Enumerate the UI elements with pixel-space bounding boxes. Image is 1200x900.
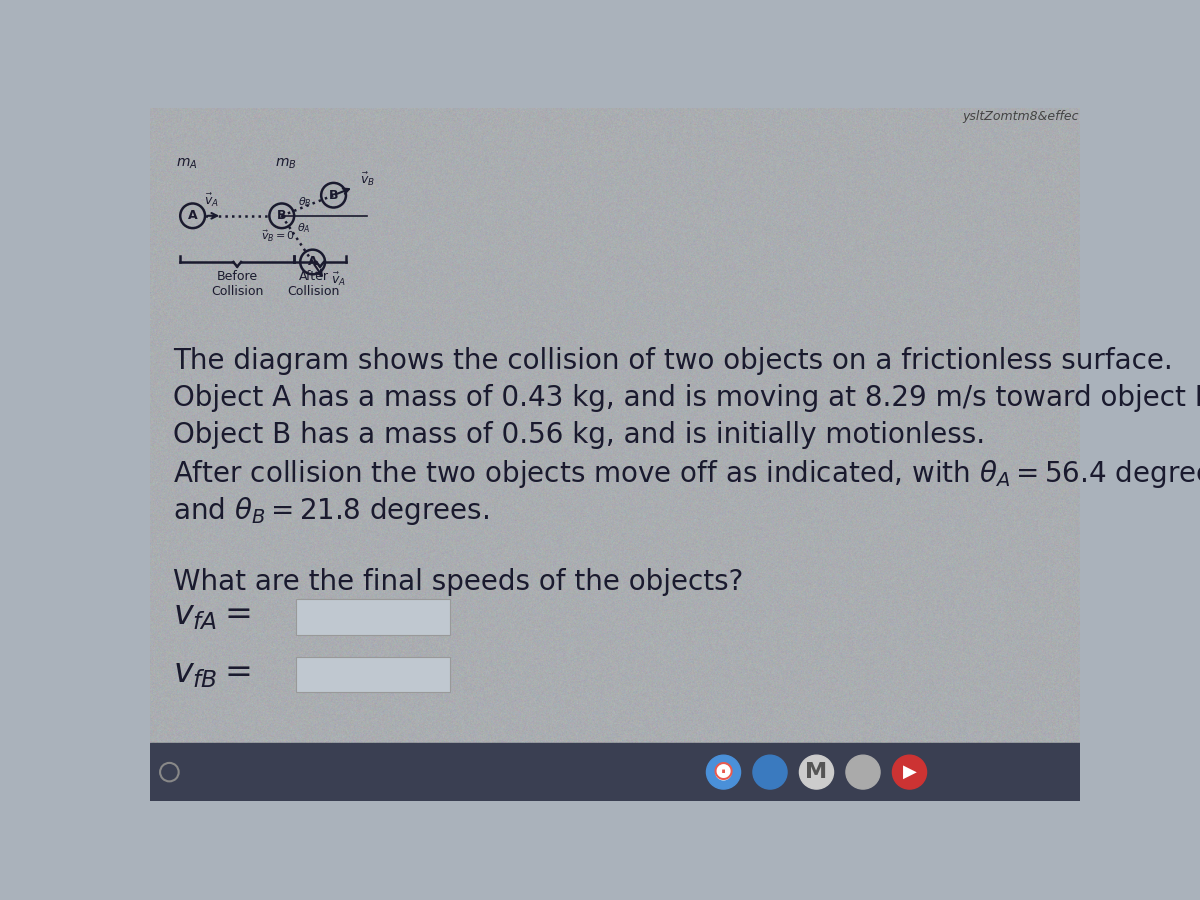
Circle shape xyxy=(715,764,731,779)
Text: $\vec{v}_A$: $\vec{v}_A$ xyxy=(204,192,218,209)
Text: $\vec{v}_A$: $\vec{v}_A$ xyxy=(331,271,346,288)
Text: B: B xyxy=(329,189,338,202)
Text: Before
Collision: Before Collision xyxy=(211,270,263,298)
Text: $m_A$: $m_A$ xyxy=(175,157,197,171)
FancyBboxPatch shape xyxy=(295,599,450,634)
Text: $m_B$: $m_B$ xyxy=(275,157,296,171)
Text: $\vec{v}_B$: $\vec{v}_B$ xyxy=(360,171,374,188)
Text: M: M xyxy=(805,762,828,782)
Circle shape xyxy=(799,755,834,789)
Text: ⊙: ⊙ xyxy=(712,758,736,786)
FancyBboxPatch shape xyxy=(295,657,450,692)
Text: B: B xyxy=(277,210,287,222)
Text: $\theta_A$: $\theta_A$ xyxy=(296,221,311,235)
Text: ysltZomtm8&effec: ysltZomtm8&effec xyxy=(962,111,1079,123)
Bar xyxy=(150,743,1080,801)
Text: $v_{fB} =$: $v_{fB} =$ xyxy=(173,657,251,689)
Circle shape xyxy=(752,755,787,789)
Text: ▶: ▶ xyxy=(902,763,917,781)
Text: A: A xyxy=(308,256,318,268)
Text: The diagram shows the collision of two objects on a frictionless surface.: The diagram shows the collision of two o… xyxy=(173,346,1174,374)
Text: After collision the two objects move off as indicated, with $\theta_A = 56.4$ de: After collision the two objects move off… xyxy=(173,457,1200,490)
Text: A: A xyxy=(188,210,198,222)
Text: What are the final speeds of the objects?: What are the final speeds of the objects… xyxy=(173,569,744,597)
Circle shape xyxy=(707,755,740,789)
Text: $\theta_B$: $\theta_B$ xyxy=(298,195,312,209)
Text: Object A has a mass of 0.43 kg, and is moving at 8.29 m/s toward object B.: Object A has a mass of 0.43 kg, and is m… xyxy=(173,383,1200,411)
Text: After
Collision: After Collision xyxy=(288,270,340,298)
Circle shape xyxy=(893,755,926,789)
Text: $v_{fA} =$: $v_{fA} =$ xyxy=(173,598,251,632)
Text: Object B has a mass of 0.56 kg, and is initially motionless.: Object B has a mass of 0.56 kg, and is i… xyxy=(173,420,985,448)
Circle shape xyxy=(846,755,880,789)
Text: and $\theta_B = 21.8$ degrees.: and $\theta_B = 21.8$ degrees. xyxy=(173,494,490,526)
Text: $\vec{v}_B = 0$: $\vec{v}_B = 0$ xyxy=(260,229,295,244)
